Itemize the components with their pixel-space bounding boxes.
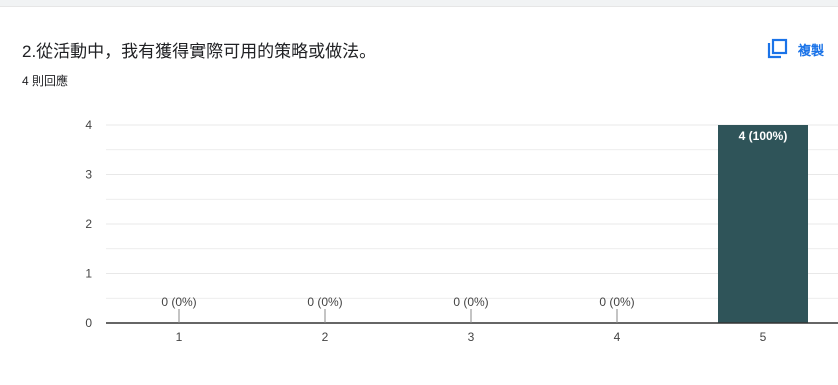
- y-tick-label: 0: [85, 316, 92, 330]
- copy-button-label: 複製: [797, 42, 824, 58]
- copy-icon: [766, 38, 788, 60]
- x-tick-label: 1: [176, 330, 183, 344]
- y-tick-label: 1: [85, 267, 92, 281]
- data-label: 0 (0%): [599, 295, 634, 309]
- x-tick-label: 2: [322, 330, 329, 344]
- x-tick-label: 4: [614, 330, 621, 344]
- response-count: 4 則回應: [22, 74, 69, 88]
- data-label: 0 (0%): [307, 295, 342, 309]
- y-tick-label: 3: [85, 168, 92, 182]
- copy-button[interactable]: 複製: [766, 35, 824, 63]
- question-title: 2.從活動中，我有獲得實際可用的策略或做法。: [22, 42, 377, 61]
- x-tick-label: 3: [468, 330, 475, 344]
- y-tick-label: 4: [85, 118, 92, 132]
- data-label: 0 (0%): [161, 295, 196, 309]
- y-tick-label: 2: [85, 217, 92, 231]
- data-label: 4 (100%): [739, 129, 788, 143]
- data-label: 0 (0%): [453, 295, 488, 309]
- x-tick-label: 5: [760, 330, 767, 344]
- bar: [718, 125, 808, 323]
- question-summary-card: 2.從活動中，我有獲得實際可用的策略或做法。 4 則回應 複製: [0, 6, 838, 385]
